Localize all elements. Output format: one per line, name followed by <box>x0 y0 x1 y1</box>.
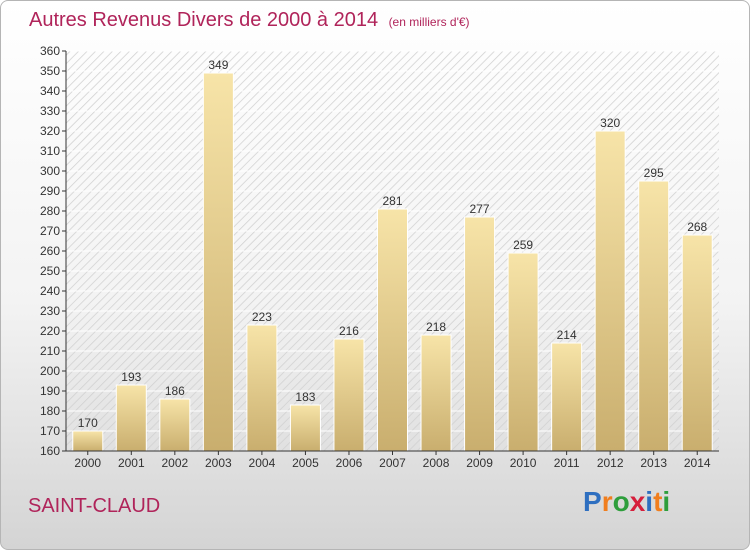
y-tick-label: 190 <box>40 384 60 398</box>
x-tick-label: 2014 <box>684 456 711 470</box>
data-label: 259 <box>513 238 533 252</box>
bar-2013 <box>638 180 670 452</box>
logo-letter: i <box>662 486 671 517</box>
data-label: 295 <box>644 166 664 180</box>
logo-letter: i <box>645 486 654 517</box>
logo-letter: P <box>583 486 602 517</box>
y-tick-label: 180 <box>40 404 60 418</box>
bar-2003 <box>202 72 234 452</box>
bar-2000 <box>72 430 104 452</box>
data-label: 277 <box>470 202 490 216</box>
y-tick-label: 160 <box>40 444 60 458</box>
x-tick-label: 2000 <box>74 456 101 470</box>
y-tick-label: 360 <box>40 44 60 58</box>
data-label: 193 <box>121 370 141 384</box>
y-tick-label: 320 <box>40 124 60 138</box>
y-tick-label: 310 <box>40 144 60 158</box>
x-tick-label: 2013 <box>640 456 667 470</box>
y-tick-label: 270 <box>40 224 60 238</box>
x-tick-label: 2005 <box>292 456 319 470</box>
bar-2012 <box>594 130 626 452</box>
chart-subtitle: (en milliers d'€) <box>388 15 470 29</box>
logo-letter: o <box>612 486 630 517</box>
y-tick-label: 340 <box>40 84 60 98</box>
bar-2001 <box>115 384 147 452</box>
y-tick-label: 350 <box>40 64 60 78</box>
data-label: 214 <box>557 328 577 342</box>
x-tick-label: 2012 <box>597 456 624 470</box>
x-tick-label: 2011 <box>554 456 580 470</box>
x-tick-label: 2001 <box>118 456 145 470</box>
y-tick-label: 200 <box>40 364 60 378</box>
logo-letter: x <box>629 486 646 517</box>
y-tick-label: 260 <box>40 244 60 258</box>
data-label: 281 <box>382 194 402 208</box>
y-tick-label: 280 <box>40 204 60 218</box>
x-tick-label: 2007 <box>379 456 406 470</box>
data-label: 349 <box>208 58 228 72</box>
logo-letter: t <box>653 486 663 517</box>
y-tick-label: 300 <box>40 164 60 178</box>
data-label: 320 <box>600 116 620 130</box>
x-tick-label: 2002 <box>161 456 188 470</box>
logo-letter: r <box>601 486 613 517</box>
x-tick-label: 2009 <box>466 456 493 470</box>
bar-2014 <box>681 234 713 452</box>
bar-2008 <box>420 334 452 452</box>
bar-2010 <box>507 252 539 452</box>
axis-layer: 160 170 180 190 200 210 220 230 240 250 260 270 280 2… <box>40 44 719 470</box>
bar-2011 <box>551 342 583 452</box>
y-tick-label: 220 <box>40 324 60 338</box>
data-label: 183 <box>295 390 315 404</box>
data-label: 223 <box>252 310 272 324</box>
bar-2006 <box>333 338 365 452</box>
x-tick-label: 2008 <box>423 456 450 470</box>
bar-2005 <box>289 404 321 452</box>
y-tick-label: 250 <box>40 264 60 278</box>
x-tick-label: 2010 <box>510 456 537 470</box>
data-label: 186 <box>165 384 185 398</box>
chart-title: Autres Revenus Divers de 2000 à 2014 <box>29 9 379 31</box>
data-label: 218 <box>426 320 446 334</box>
y-tick-label: 290 <box>40 184 60 198</box>
y-tick-label: 210 <box>40 344 60 358</box>
bar-2009 <box>464 216 496 452</box>
data-label: 216 <box>339 324 359 338</box>
x-tick-label: 2006 <box>336 456 363 470</box>
proxiti-logo: Proxiti <box>583 486 670 518</box>
bar-2007 <box>377 208 408 452</box>
data-label: 268 <box>687 220 707 234</box>
y-tick-label: 230 <box>40 304 60 318</box>
commune-name: SAINT-CLAUD <box>28 495 161 517</box>
y-tick-label: 330 <box>40 104 60 118</box>
bar-2002 <box>159 398 191 452</box>
data-label: 170 <box>78 416 98 430</box>
bar-2004 <box>246 324 278 452</box>
x-tick-label: 2003 <box>205 456 232 470</box>
x-tick-label: 2004 <box>249 456 276 470</box>
bar-layer: 170 193 186 349 223 183 216 281 218 277 259 214 320 2… <box>72 58 713 452</box>
chart-title-block: Autres Revenus Divers de 2000 à 2014 (en… <box>29 9 470 32</box>
y-tick-label: 240 <box>40 284 60 298</box>
y-tick-label: 170 <box>40 424 60 438</box>
